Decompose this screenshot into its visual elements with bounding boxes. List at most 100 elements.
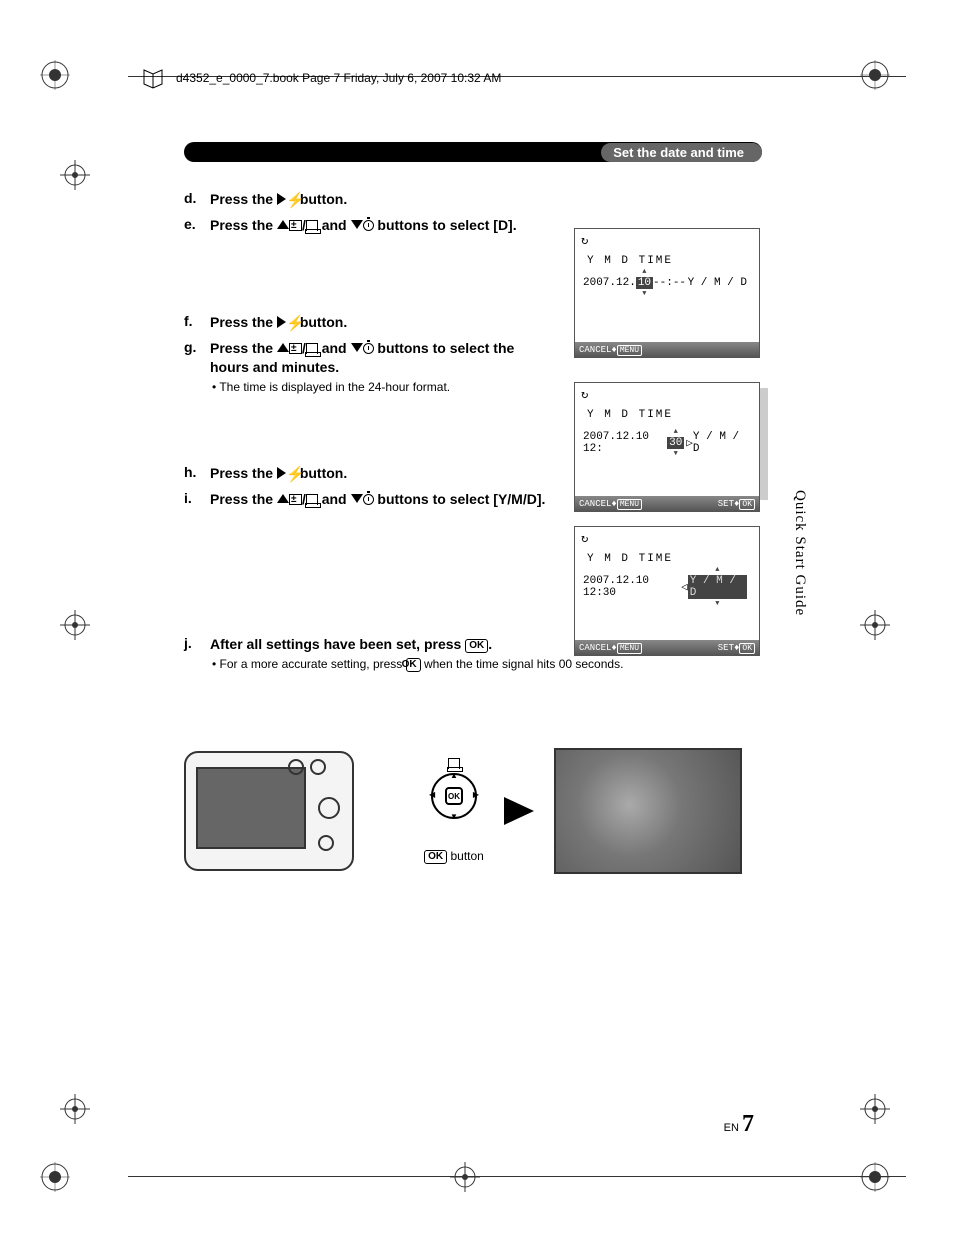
step-letter: f. — [184, 313, 210, 333]
step-subnote: For a more accurate setting, press OK wh… — [210, 657, 764, 672]
page-lang: EN — [724, 1122, 739, 1134]
step-text: Press the — [210, 465, 277, 481]
lcd-selected-field: 10 — [636, 277, 653, 289]
flash-icon — [286, 313, 296, 333]
step-text: Press the — [210, 340, 277, 356]
lcd-statusbar: CANCEL♦MENU SET♦OK — [575, 496, 759, 511]
ok-button-icon: OK — [465, 639, 488, 653]
photo-hq: HQ 3072×2304 — [560, 858, 633, 868]
step-d: d. Press the button. — [184, 190, 764, 210]
step-letter: g. — [184, 339, 210, 394]
result-photo: AUTO IN 4 HQ 3072×2304 — [554, 748, 742, 874]
crosshair-mark-icon — [60, 1094, 90, 1124]
crosshair-mark-icon — [860, 1094, 890, 1124]
up-arrow-icon — [277, 220, 289, 229]
self-timer-icon — [363, 343, 374, 354]
step-text: and — [318, 217, 351, 233]
in-badge: IN — [722, 843, 736, 854]
step-letter: h. — [184, 464, 210, 484]
lcd-statusbar: CANCEL♦MENU — [575, 342, 759, 357]
step-letter: d. — [184, 190, 210, 210]
up-arrow-icon — [277, 494, 289, 503]
print-icon — [448, 758, 460, 769]
side-label: Quick Start Guide — [791, 490, 808, 616]
crosshair-mark-icon — [860, 610, 890, 640]
lcd-time-dashes: --:-- — [653, 277, 686, 289]
down-arrow-icon — [351, 343, 363, 352]
illustration-row: OK ▲ ▼ ◀ ▶ OK button AUTO IN 4 HQ 3072×2… — [184, 748, 764, 874]
menu-label: MENU — [617, 643, 642, 654]
step-text: buttons to select [D]. — [374, 217, 517, 233]
step-text: Press the — [210, 217, 277, 233]
cancel-label: CANCEL — [579, 499, 611, 509]
step-text: . — [488, 636, 492, 652]
down-arrow-icon — [351, 494, 363, 503]
crosshair-mark-icon — [450, 1162, 480, 1192]
step-text: After all settings have been set, press — [210, 636, 465, 652]
page-number: EN 7 — [724, 1111, 754, 1138]
clock-icon: ↻ — [581, 531, 588, 546]
ok-button-icon: OK — [445, 787, 463, 805]
menu-label: MENU — [617, 345, 642, 356]
camera-illustration — [184, 751, 354, 871]
page-num: 7 — [742, 1111, 754, 1137]
auto-badge: AUTO — [560, 754, 591, 767]
lcd-date: 2007.12.10 12:30 — [583, 575, 681, 599]
lcd-ymd: Y / M / D — [693, 431, 747, 455]
right-arrow-icon — [277, 316, 286, 328]
print-icon — [306, 220, 318, 231]
crop-line-bottom — [128, 1176, 906, 1177]
right-arrow-icon — [504, 797, 534, 825]
registration-mark-icon — [40, 1162, 70, 1192]
self-timer-icon — [363, 494, 374, 505]
registration-mark-icon — [40, 60, 70, 90]
section-header-label: Set the date and time — [601, 143, 762, 162]
step-text: and — [318, 491, 351, 507]
registration-mark-icon — [860, 60, 890, 90]
lcd-statusbar: CANCEL♦MENU SET♦OK — [575, 640, 759, 655]
flash-icon — [286, 464, 296, 484]
photo-count: 4 — [732, 859, 736, 868]
cancel-label: CANCEL — [579, 345, 611, 355]
step-text: and — [318, 340, 351, 356]
step-text: Press the — [210, 191, 277, 207]
step-letter: j. — [184, 635, 210, 672]
step-letter: i. — [184, 490, 210, 510]
flash-icon — [286, 190, 296, 210]
lcd-headers: Y M D TIME — [587, 409, 673, 421]
right-arrow-icon — [277, 467, 286, 479]
step-text: Press the — [210, 491, 277, 507]
lcd-screen-2: ↻ Y M D TIME 2007.12.10 12:30▷ Y / M / D… — [574, 382, 760, 512]
lcd-ymd: Y / M / D — [688, 277, 747, 289]
exposure-icon — [289, 220, 302, 231]
crosshair-mark-icon — [60, 160, 90, 190]
step-letter: e. — [184, 216, 210, 236]
clock-icon: ↻ — [581, 387, 588, 402]
lcd-date: 2007.12.10 12: — [583, 431, 667, 455]
ok-button-icon: OK — [406, 658, 421, 672]
registration-mark-icon — [860, 1162, 890, 1192]
print-icon — [306, 343, 318, 354]
framemaker-header: d4352_e_0000_7.book Page 7 Friday, July … — [128, 64, 808, 92]
crosshair-mark-icon — [60, 610, 90, 640]
self-timer-icon — [363, 220, 374, 231]
set-label: SET — [718, 643, 734, 653]
dpad-illustration: OK ▲ ▼ ◀ ▶ OK button — [424, 758, 484, 864]
lcd-selected-field: 30 — [667, 437, 684, 449]
down-arrow-icon — [351, 220, 363, 229]
lcd-headers: Y M D TIME — [587, 553, 673, 565]
cancel-label: CANCEL — [579, 643, 611, 653]
lcd-date: 2007.12. — [583, 277, 636, 289]
lcd-screen-1: ↻ Y M D TIME 2007.12.10 --:-- Y / M / D … — [574, 228, 760, 358]
framemaker-header-text: d4352_e_0000_7.book Page 7 Friday, July … — [176, 71, 501, 85]
section-header-bar: Set the date and time — [184, 142, 762, 162]
book-icon — [142, 67, 164, 89]
step-text: Press the — [210, 314, 277, 330]
clock-icon: ↻ — [581, 233, 588, 248]
print-icon — [306, 494, 318, 505]
lcd-screen-3: ↻ Y M D TIME 2007.12.10 12:30 ◁ Y / M / … — [574, 526, 760, 656]
exposure-icon — [289, 494, 302, 505]
up-arrow-icon — [277, 343, 289, 352]
ok-label: OK — [739, 499, 755, 510]
ok-label: OK — [739, 643, 755, 654]
